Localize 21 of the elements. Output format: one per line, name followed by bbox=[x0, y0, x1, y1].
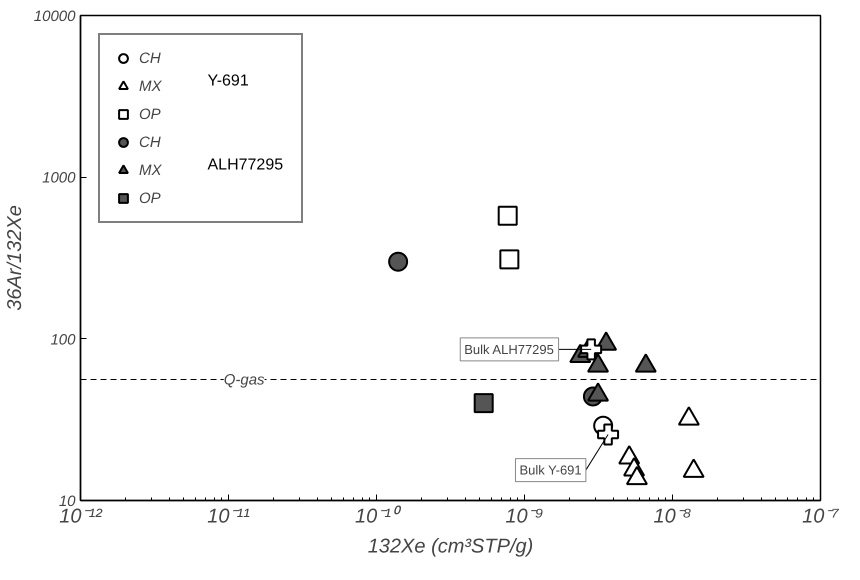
legend-label: CH bbox=[139, 134, 162, 150]
annotation: Y-691 bbox=[208, 72, 249, 90]
x-axis-title: 132Xe (cm³STP/g) bbox=[368, 536, 534, 558]
annotation: Bulk Y-691 bbox=[519, 462, 582, 478]
legend-label: CH bbox=[139, 50, 162, 66]
y-tick-label: 10000 bbox=[34, 8, 76, 25]
annotation: Bulk ALH77295 bbox=[464, 342, 554, 357]
legend-label: OP bbox=[139, 106, 162, 122]
y-tick-label: 1000 bbox=[42, 170, 76, 187]
x-tick-label: 10⁻⁸ bbox=[654, 506, 692, 528]
y-tick-label: 100 bbox=[50, 331, 76, 348]
legend-label: MX bbox=[139, 162, 162, 178]
legend-label: OP bbox=[139, 190, 162, 206]
x-tick-label: 10⁻¹¹ bbox=[207, 506, 250, 528]
x-tick-label: 10⁻⁹ bbox=[505, 506, 544, 528]
legend-label: MX bbox=[139, 78, 162, 94]
x-tick-label: 10⁻⁷ bbox=[802, 506, 840, 528]
annotation: ALH77295 bbox=[208, 156, 284, 174]
x-tick-label: 10⁻¹⁰ bbox=[355, 504, 402, 528]
y-axis-title: 36Ar/132Xe bbox=[4, 205, 26, 311]
ref-line-label: Q-gas bbox=[224, 372, 266, 389]
